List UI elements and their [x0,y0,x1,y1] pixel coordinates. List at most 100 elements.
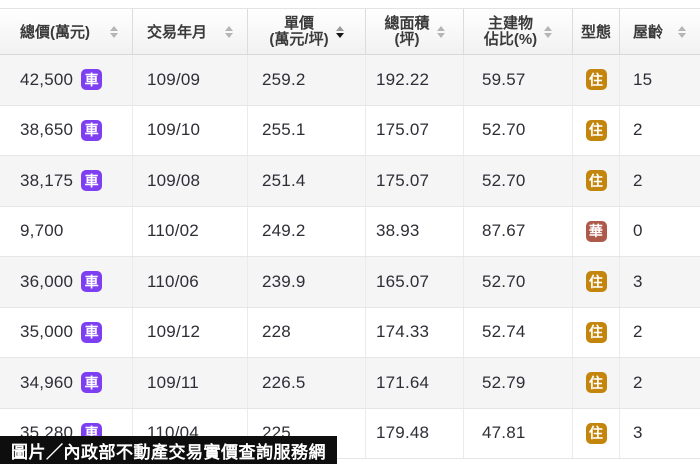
col-label-total-area: 總面積 (坪) [384,14,430,48]
table-row[interactable]: 36,000 車 110/06 239.9 165.07 52.70 住 3 [0,257,700,308]
cell-transaction-date: 109/10 [133,105,248,155]
cell-total-price: 9,700 [0,206,133,256]
cell-main-building-ratio: 52.70 [464,156,573,206]
sort-icon [436,25,445,38]
cell-house-age: 3 [633,423,643,443]
col-label-building-type: 型態 [580,24,611,41]
cell-building-type: 住 [573,105,620,155]
parking-badge: 車 [81,321,103,343]
cell-building-type: 住 [573,358,620,408]
sort-icon [678,25,686,38]
cell-total-area: 175.07 [366,105,464,155]
cell-total-price: 38,175 車 [0,156,133,206]
sort-icon-active-desc [335,25,344,38]
cell-house-age: 2 [633,372,643,392]
cell-total-area: 175.07 [366,156,464,206]
parking-badge: 車 [81,372,103,394]
col-label-main-building-ratio: 主建物 佔比(%) [483,14,538,48]
cell-total-area: 174.33 [366,307,464,357]
table-row[interactable]: 35,000 車 109/12 228 174.33 52.74 住 2 [0,307,700,358]
cell-building-type: 住 [573,307,620,357]
cell-total-price: 34,960 車 [0,358,133,408]
table-row[interactable]: 38,175 車 109/08 251.4 175.07 52.70 住 2 [0,156,700,207]
cell-total-area: 179.48 [366,408,464,458]
col-header-house-age[interactable]: 屋齡 [620,9,700,54]
total-price-value: 35,000 [20,322,74,342]
cell-total-price: 38,650 車 [0,105,133,155]
cell-total-area: 38.93 [366,206,464,256]
cell-total-price: 36,000 車 [0,257,133,307]
cell-total-price: 35,000 車 [0,307,133,357]
cell-unit-price: 239.9 [248,257,366,307]
parking-badge: 車 [81,170,103,192]
sort-icon [110,25,118,38]
parking-badge: 車 [81,69,103,91]
cell-building-type: 華 [573,206,620,256]
cell-unit-price: 259.2 [248,55,366,105]
cell-transaction-date: 110/06 [133,257,248,307]
col-label-house-age: 屋齡 [633,24,664,41]
type-badge: 華 [585,220,607,242]
table-row[interactable]: 34,960 車 109/11 226.5 171.64 52.79 住 2 [0,358,700,409]
cell-house-age: 3 [633,271,643,291]
col-header-unit-price[interactable]: 單價 (萬元/坪) [248,9,366,54]
type-badge: 住 [585,119,607,141]
table-row[interactable]: 9,700 110/02 249.2 38.93 87.67 華 0 [0,206,700,257]
cell-unit-price: 226.5 [248,358,366,408]
cell-main-building-ratio: 59.57 [464,55,573,105]
total-price-value: 9,700 [20,221,64,241]
col-label-unit-price: 單價 (萬元/坪) [269,14,329,48]
top-margin [0,0,700,8]
cell-transaction-date: 109/12 [133,307,248,357]
col-header-transaction-date[interactable]: 交易年月 [133,9,248,54]
cell-building-type: 住 [573,55,620,105]
col-header-total-price[interactable]: 總價(萬元) [0,9,133,54]
cell-main-building-ratio: 52.70 [464,105,573,155]
cell-house-age: 15 [633,69,653,89]
cell-unit-price: 228 [248,307,366,357]
parking-badge: 車 [81,271,103,293]
cell-house-age: 2 [633,120,643,140]
type-badge: 住 [585,271,607,293]
cell-building-type: 住 [573,156,620,206]
table-row[interactable]: 38,650 車 109/10 255.1 175.07 52.70 住 2 [0,105,700,156]
cell-main-building-ratio: 52.79 [464,358,573,408]
type-badge: 住 [585,321,607,343]
cell-main-building-ratio: 47.81 [464,408,573,458]
cell-total-area: 192.22 [366,55,464,105]
cell-total-area: 171.64 [366,358,464,408]
type-badge: 住 [585,69,607,91]
table-header: 總價(萬元) 交易年月 單價 (萬元/坪) 總面積 (坪) 主建物 佔比(%) [0,8,700,55]
type-badge: 住 [585,422,607,444]
parking-badge: 車 [81,119,103,141]
cell-transaction-date: 109/11 [133,358,248,408]
total-price-value: 42,500 [20,69,74,89]
col-label-transaction-date: 交易年月 [147,24,208,41]
cell-main-building-ratio: 52.70 [464,257,573,307]
total-price-value: 36,000 [20,271,74,291]
col-label-total-price: 總價(萬元) [20,24,90,41]
cell-total-area: 165.07 [366,257,464,307]
col-header-building-type: 型態 [573,9,620,54]
cell-building-type: 住 [573,257,620,307]
cell-main-building-ratio: 87.67 [464,206,573,256]
total-price-value: 38,175 [20,170,74,190]
table-row[interactable]: 42,500 車 109/09 259.2 192.22 59.57 住 15 [0,55,700,106]
cell-transaction-date: 109/09 [133,55,248,105]
cell-house-age: 2 [633,322,643,342]
table-body: 42,500 車 109/09 259.2 192.22 59.57 住 15 … [0,55,700,459]
total-price-value: 34,960 [20,372,74,392]
col-header-main-building-ratio[interactable]: 主建物 佔比(%) [464,9,573,54]
cell-total-price: 42,500 車 [0,55,133,105]
cell-building-type: 住 [573,408,620,458]
cell-transaction-date: 110/02 [133,206,248,256]
col-header-total-area[interactable]: 總面積 (坪) [366,9,464,54]
cell-house-age: 0 [633,221,643,241]
sort-icon [225,25,233,38]
cell-main-building-ratio: 52.74 [464,307,573,357]
type-badge: 住 [585,372,607,394]
cell-transaction-date: 109/08 [133,156,248,206]
type-badge: 住 [585,170,607,192]
sort-icon [544,25,553,38]
